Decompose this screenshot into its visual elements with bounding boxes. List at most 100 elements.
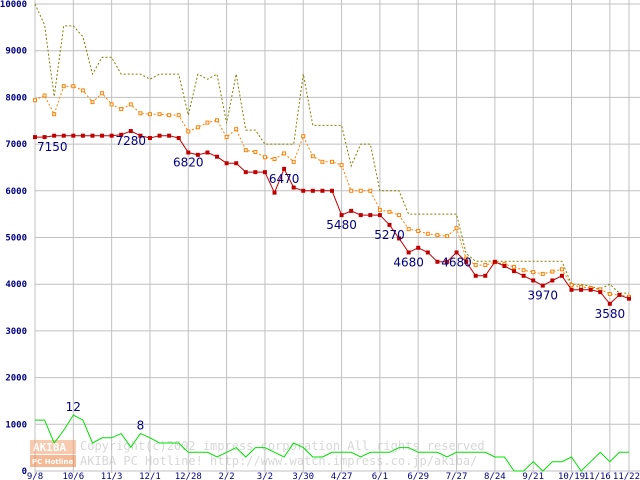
data-point-average xyxy=(167,113,172,118)
series-count xyxy=(35,414,629,472)
data-point-min xyxy=(119,132,124,137)
data-point-min xyxy=(262,170,267,175)
y-tick-label: 2000 xyxy=(5,374,27,384)
data-point-average xyxy=(425,231,430,236)
data-point-average xyxy=(61,84,66,89)
data-label-min: 5480 xyxy=(326,218,357,232)
data-point-average xyxy=(301,134,306,139)
data-label-min: 5270 xyxy=(374,228,405,242)
data-point-average xyxy=(454,226,459,231)
data-point-min xyxy=(521,273,526,278)
data-point-average xyxy=(559,267,564,272)
data-point-average xyxy=(521,268,526,273)
data-label-min: 3970 xyxy=(528,289,559,303)
data-label-count: 8 xyxy=(137,419,145,433)
data-point-min xyxy=(71,133,76,138)
data-point-min xyxy=(444,259,449,264)
data-point-min xyxy=(425,250,430,255)
data-label-min: 7150 xyxy=(37,140,68,154)
data-point-average xyxy=(320,159,325,164)
data-label-count: 12 xyxy=(66,400,81,414)
data-point-average xyxy=(473,263,478,268)
data-point-average xyxy=(416,228,421,233)
x-tick-label: 11/3 xyxy=(101,472,123,480)
data-point-min xyxy=(33,135,37,140)
x-tick-label: 8/24 xyxy=(484,472,506,480)
data-point-average xyxy=(71,84,76,89)
data-point-min xyxy=(61,133,66,138)
y-tick-label: 10000 xyxy=(0,0,27,10)
y-tick-label: 7000 xyxy=(5,140,27,150)
series-min xyxy=(33,129,631,306)
data-point-average xyxy=(330,159,334,164)
x-tick-label: 10/6 xyxy=(62,472,84,480)
x-tick-label: 12/1 xyxy=(139,472,161,480)
data-point-min xyxy=(607,301,612,306)
data-point-average xyxy=(444,234,449,239)
data-point-min xyxy=(492,259,497,264)
copyright-text: Copyright(c)2002 impress corporation All… xyxy=(80,439,485,453)
data-point-average xyxy=(215,118,220,123)
data-point-min xyxy=(243,170,248,175)
y-axis-ticks: 0 1000 2000 3000 4000 5000 6000 7000 8000 9000 100… xyxy=(0,0,27,477)
data-point-average xyxy=(349,188,354,193)
logo-top-text: AKIBA xyxy=(33,441,66,454)
x-tick-label: 12/28 xyxy=(175,472,202,480)
data-point-average xyxy=(540,271,545,276)
data-point-min xyxy=(483,273,488,278)
data-point-min xyxy=(167,133,172,138)
y-tick-label: 9000 xyxy=(5,47,27,57)
series-line-count xyxy=(35,414,629,472)
data-point-min xyxy=(397,236,402,241)
data-point-min xyxy=(627,296,631,301)
data-point-min xyxy=(301,188,306,193)
x-tick-label: 7/27 xyxy=(446,472,468,480)
data-label-min: 4680 xyxy=(441,255,472,269)
data-point-average xyxy=(234,127,239,132)
data-point-min xyxy=(157,133,162,138)
data-point-min xyxy=(42,135,47,140)
data-point-min xyxy=(358,213,363,218)
data-point-min xyxy=(310,188,315,193)
data-point-average xyxy=(52,112,57,117)
data-point-average xyxy=(224,135,229,140)
x-tick-label: 6/29 xyxy=(407,472,429,480)
data-point-average xyxy=(138,111,143,116)
data-point-average xyxy=(186,129,191,134)
data-point-average xyxy=(282,151,287,156)
data-point-average xyxy=(607,292,612,297)
data-point-min xyxy=(550,278,555,283)
data-point-average xyxy=(90,100,95,105)
data-point-average xyxy=(387,209,392,214)
data-point-min xyxy=(473,273,478,278)
series-max xyxy=(34,3,629,294)
data-point-min xyxy=(138,133,143,138)
data-labels: 7150 7280 6820 6470 5480 5270 4680 4680 3970 3580… xyxy=(37,134,625,433)
data-point-average xyxy=(406,227,411,232)
data-label-min: 6470 xyxy=(269,172,300,186)
data-point-min xyxy=(368,213,373,218)
data-point-average xyxy=(147,112,152,117)
data-point-min xyxy=(349,208,354,213)
data-point-min xyxy=(176,136,181,141)
y-tick-label: 3000 xyxy=(5,327,27,337)
grid xyxy=(34,0,640,473)
data-point-average xyxy=(262,155,267,160)
data-point-average xyxy=(291,159,296,164)
data-point-average xyxy=(205,120,210,125)
data-point-min xyxy=(569,287,574,292)
series-lines xyxy=(33,3,631,472)
data-point-min xyxy=(234,161,239,166)
data-point-average xyxy=(33,98,37,103)
data-point-min xyxy=(80,133,85,138)
x-tick-label: 3/30 xyxy=(292,472,314,480)
data-point-min xyxy=(291,185,296,190)
data-point-average xyxy=(435,233,440,238)
data-point-min xyxy=(205,150,210,155)
series-line-max xyxy=(34,3,629,294)
data-point-min xyxy=(579,287,584,292)
y-tick-label: 6000 xyxy=(5,187,27,197)
y-tick-label: 5000 xyxy=(5,234,27,244)
data-point-average xyxy=(119,107,124,112)
data-label-min: 3580 xyxy=(595,307,626,321)
